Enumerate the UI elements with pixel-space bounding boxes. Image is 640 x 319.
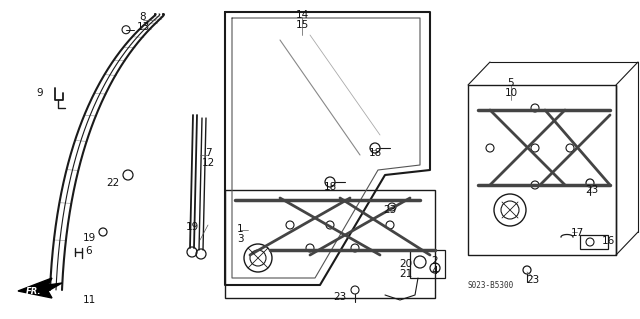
Text: 19: 19	[186, 222, 198, 232]
Text: 8: 8	[140, 12, 147, 22]
Text: 1: 1	[237, 224, 243, 234]
Text: 14: 14	[296, 10, 308, 20]
Bar	[580, 235, 608, 249]
Text: 10: 10	[504, 88, 518, 98]
Text: 20: 20	[399, 259, 413, 269]
Text: 22: 22	[106, 178, 120, 188]
Text: 13: 13	[136, 22, 150, 32]
Text: 23: 23	[526, 275, 540, 285]
Text: 23: 23	[586, 185, 598, 195]
Bar	[410, 250, 445, 278]
Text: 19: 19	[83, 233, 95, 243]
Polygon shape	[18, 278, 62, 298]
Text: 7: 7	[205, 148, 211, 158]
Bar	[225, 190, 435, 298]
Text: 2: 2	[432, 256, 438, 266]
Text: 12: 12	[202, 158, 214, 168]
Text: 5: 5	[508, 78, 515, 88]
Text: FR.: FR.	[26, 286, 42, 295]
Text: 18: 18	[369, 148, 381, 158]
Text: S023-B5300: S023-B5300	[468, 281, 515, 290]
Text: 16: 16	[602, 236, 614, 246]
Text: 4: 4	[432, 266, 438, 276]
Text: 21: 21	[399, 269, 413, 279]
Text: 9: 9	[36, 88, 44, 98]
Text: 15: 15	[296, 20, 308, 30]
Text: 3: 3	[237, 234, 243, 244]
Text: 17: 17	[570, 228, 584, 238]
Text: 6: 6	[86, 246, 92, 256]
Text: 18: 18	[323, 182, 337, 192]
Bar	[468, 85, 616, 255]
Text: 23: 23	[383, 205, 397, 215]
Text: 23: 23	[333, 292, 347, 302]
Text: 11: 11	[83, 295, 95, 305]
